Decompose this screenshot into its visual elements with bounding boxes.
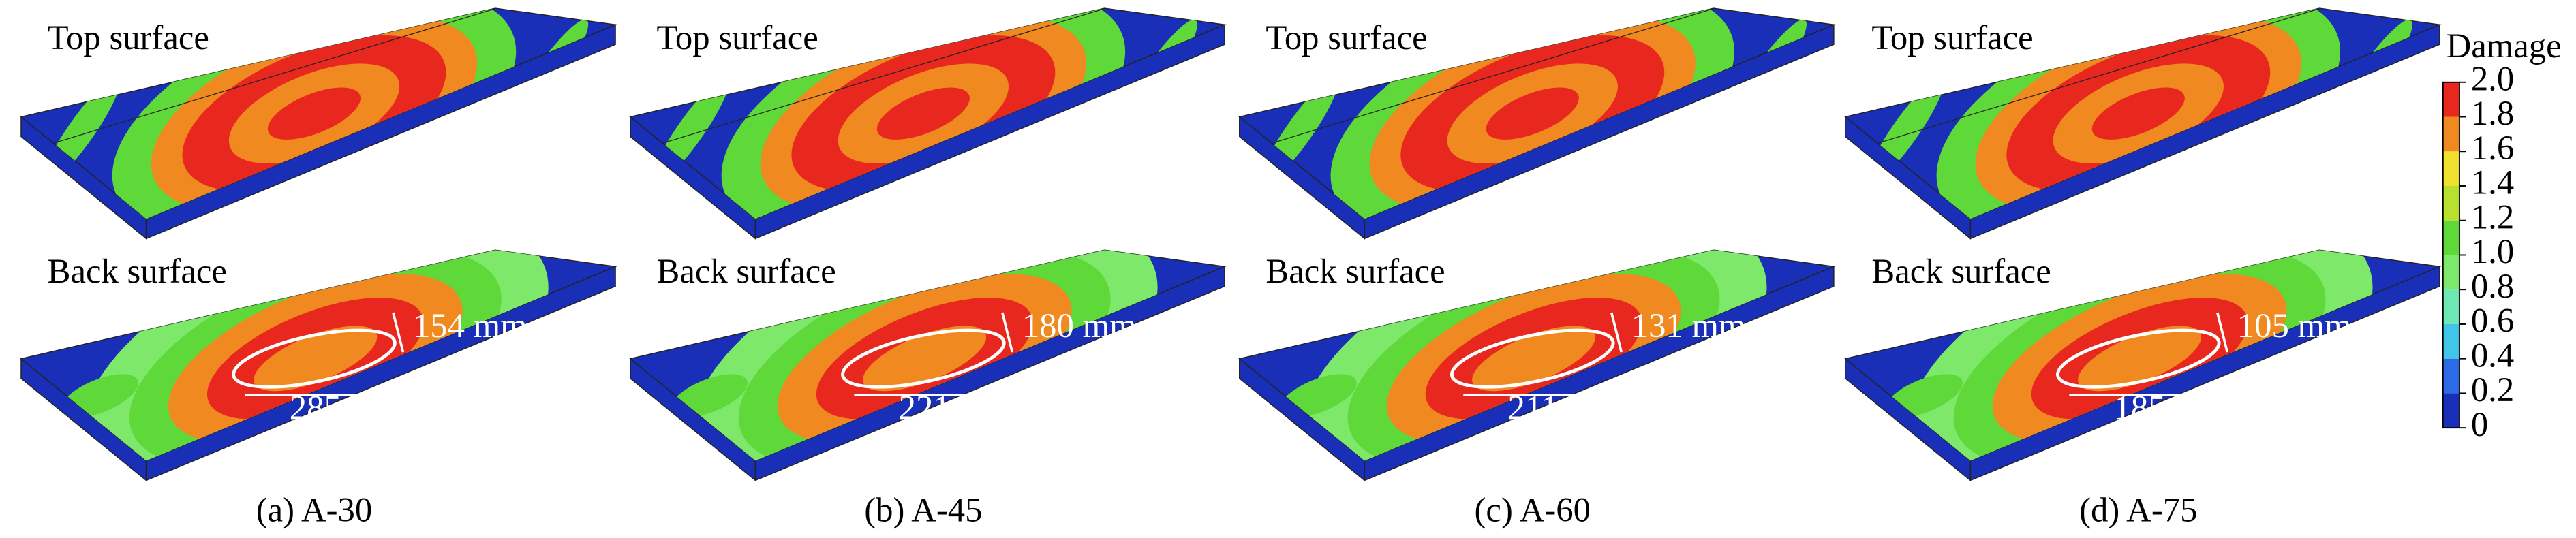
colorbar-segment xyxy=(2442,151,2459,186)
damage-outline xyxy=(232,328,397,389)
panel-caption: (a) A-30 xyxy=(256,490,372,528)
damage-zone xyxy=(1885,374,1963,418)
damage-zone xyxy=(1040,196,1129,257)
dimension-arrow xyxy=(392,312,405,353)
colorbar-segment xyxy=(2442,220,2459,255)
colorbar-segment xyxy=(2442,255,2459,290)
dimension-arrow xyxy=(1610,312,1623,353)
damage-zone xyxy=(61,374,138,418)
colorbar-segment xyxy=(2442,393,2459,428)
mesh-line xyxy=(630,8,1225,154)
colorbar-tick-label: 0.4 xyxy=(2471,336,2514,374)
back-surface-label: Back surface xyxy=(48,252,227,290)
top-surface-label: Top surface xyxy=(657,18,818,57)
colorbar-tick-label: 1.6 xyxy=(2471,129,2514,167)
damage-zone xyxy=(1279,374,1357,418)
major-axis-label: 285 mm xyxy=(290,389,404,427)
top-surface-label: Top surface xyxy=(1871,18,2033,57)
contour xyxy=(670,196,1158,461)
mesh-line xyxy=(1239,8,1834,154)
back-slab xyxy=(20,196,617,481)
dimension-arrow xyxy=(1001,312,1014,353)
colorbar-tick-label: 1.8 xyxy=(2471,94,2514,132)
top-slab xyxy=(1844,7,2442,240)
panel-caption: (b) A-45 xyxy=(864,490,982,528)
colorbar-segment xyxy=(2442,358,2459,394)
colorbar-tick-label: 0.8 xyxy=(2471,267,2514,305)
colorbar-tick-label: 1.2 xyxy=(2471,197,2514,236)
contour xyxy=(1845,8,2440,219)
colorbar-title: Damage xyxy=(2447,27,2562,65)
damage-zone xyxy=(1649,196,1738,257)
top-surface-label: Top surface xyxy=(48,18,209,57)
damage-zone xyxy=(431,196,519,257)
damage-zone xyxy=(1472,326,1596,392)
mesh-line xyxy=(20,8,616,154)
colorbar-tick-label: 0 xyxy=(2471,405,2488,443)
back-slab xyxy=(1238,196,1836,481)
damage-outline xyxy=(1450,328,1615,389)
back-surface-label: Back surface xyxy=(657,252,836,290)
damage-zone xyxy=(863,326,987,392)
panel-caption: (c) A-60 xyxy=(1475,490,1591,528)
panel: Top surface Back surface 180 mm 221 mm (b) A… xyxy=(629,7,1227,528)
top-surface-label: Top surface xyxy=(1266,18,1427,57)
damage-zone xyxy=(2255,196,2344,257)
top-slab xyxy=(20,7,617,240)
panel-caption: (d) A-75 xyxy=(2079,490,2197,528)
damage-zone xyxy=(876,87,970,140)
top-slab xyxy=(629,7,1227,240)
contour xyxy=(61,196,549,461)
damage-zone xyxy=(1486,87,1579,140)
colorbar-tick-label: 1.4 xyxy=(2471,163,2514,202)
panel: Top surface Back surface 131 mm 211 mm (c) A… xyxy=(1238,7,1836,528)
colorbar-tick-label: 0.6 xyxy=(2471,302,2514,340)
panel: Top surface Back surface 154 mm 285 mm (a) A… xyxy=(20,7,617,528)
back-surface-label: Back surface xyxy=(1266,252,1445,290)
damage-zone xyxy=(2091,87,2185,140)
damage-zone xyxy=(2078,326,2202,392)
back-slab xyxy=(629,196,1227,481)
damage-zone xyxy=(254,326,378,392)
colorbar-segment xyxy=(2442,289,2459,324)
colorbar-segment xyxy=(2442,185,2459,221)
damage-zone xyxy=(267,87,361,140)
colorbar-tick-label: 2.0 xyxy=(2471,59,2514,97)
major-axis-label: 211 mm xyxy=(1508,389,1621,427)
major-axis-label: 185 mm xyxy=(2114,389,2228,427)
mesh-line xyxy=(1845,8,2440,154)
contour xyxy=(1279,196,1767,461)
minor-axis-label: 131 mm xyxy=(1631,306,1746,345)
damage-zone xyxy=(670,374,748,418)
dimension-arrow xyxy=(2216,312,2229,353)
back-surface-label: Back surface xyxy=(1871,252,2051,290)
minor-axis-label: 105 mm xyxy=(2237,306,2352,345)
back-slab xyxy=(1844,196,2442,481)
colorbar-segment xyxy=(2442,116,2459,152)
panel: Top surface Back surface 105 mm 185 mm (d) A… xyxy=(1844,7,2442,528)
minor-axis-label: 154 mm xyxy=(413,306,527,345)
colorbar-tick-label: 1.0 xyxy=(2471,232,2514,270)
damage-outline xyxy=(2056,328,2221,389)
colorbar-segment xyxy=(2442,82,2459,117)
minor-axis-label: 180 mm xyxy=(1022,306,1137,345)
damage-outline xyxy=(841,328,1006,389)
contour xyxy=(1885,196,2373,461)
major-axis-label: 221 mm xyxy=(899,389,1013,427)
colorbar-tick-label: 0.2 xyxy=(2471,370,2514,409)
colorbar-segment xyxy=(2442,323,2459,359)
